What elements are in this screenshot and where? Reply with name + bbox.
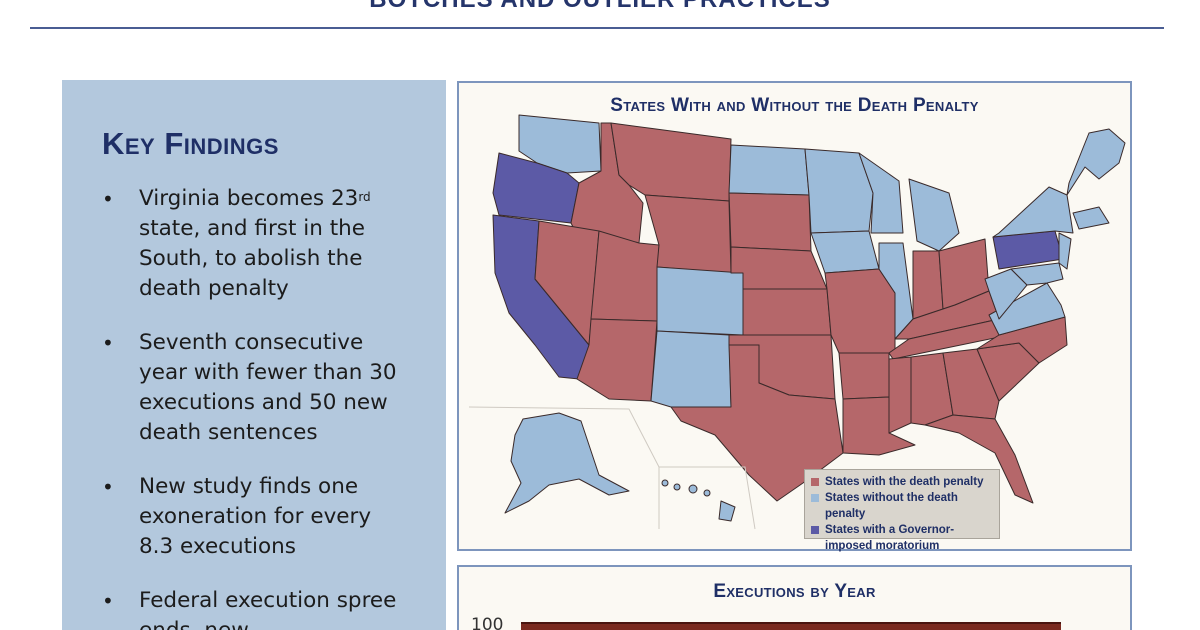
legend-label: States with the death penalty	[825, 476, 984, 488]
section-title: BOTCHES AND OUTLIER PRACTICES	[0, 0, 1200, 14]
bullet-icon: •	[102, 589, 114, 613]
state-virginia	[988, 282, 1066, 336]
key-findings-heading: Key Findings	[102, 126, 279, 161]
legend-swatch	[811, 526, 819, 534]
legend-item: States with the death penalty	[811, 474, 993, 490]
us-map	[468, 114, 1126, 530]
key-findings-panel: Key Findings • Virginia becomes 23rd sta…	[62, 80, 446, 630]
map-legend: States with the death penalty States wit…	[804, 469, 1000, 552]
finding-text: Virginia becomes 23	[139, 186, 359, 211]
y-tick-label: 100	[471, 615, 504, 630]
state-new-england	[1066, 128, 1126, 196]
state-texas	[670, 344, 844, 502]
state-florida	[924, 414, 1034, 504]
bullet-icon: •	[102, 475, 114, 499]
bullet-icon: •	[102, 187, 114, 211]
finding-text: New study finds one exoneration for ever…	[139, 474, 372, 559]
state-georgia	[942, 348, 1000, 420]
state-new-jersey	[1058, 232, 1072, 270]
finding-item: • New study finds one exoneration for ev…	[102, 472, 402, 562]
state-wyoming	[644, 194, 732, 274]
legend-item: States without the death penalty	[811, 490, 993, 522]
state-indiana	[912, 250, 944, 320]
death-penalty-map: States With and Without the Death Penalt…	[457, 81, 1132, 552]
state-utah	[590, 230, 660, 322]
state-hawaii-3	[688, 484, 698, 494]
state-south-dakota	[728, 192, 812, 252]
state-colorado	[656, 266, 744, 336]
state-new-york	[992, 186, 1074, 238]
finding-superscript: rd	[358, 190, 371, 204]
hawaii-inset-border	[659, 466, 756, 530]
state-arkansas	[838, 352, 890, 400]
state-pennsylvania	[992, 230, 1064, 270]
legend-label: States without the death penalty	[825, 492, 958, 520]
state-hawaii-big	[718, 500, 736, 522]
state-hawaii-4	[703, 489, 711, 497]
executions-chart: Executions by Year 100	[457, 565, 1132, 630]
state-hawaii-1	[661, 479, 669, 487]
state-alaska	[504, 412, 630, 514]
state-west-virginia	[984, 268, 1028, 320]
state-north-dakota	[728, 144, 810, 196]
state-nebraska	[730, 246, 828, 290]
state-wisconsin	[858, 152, 904, 234]
finding-item: • Virginia becomes 23rd state, and first…	[102, 184, 402, 304]
state-maryland	[1010, 262, 1064, 286]
state-michigan	[908, 178, 960, 252]
legend-item: States with a Governor-imposed moratoriu…	[811, 522, 993, 554]
legend-label: States with a Governor-imposed moratoriu…	[825, 524, 955, 552]
finding-text-cont: state, and first in the South, to abolis…	[139, 216, 365, 301]
state-iowa	[810, 230, 880, 274]
chart-bar	[521, 622, 1061, 630]
finding-text: Federal execution spree ends, new	[139, 588, 397, 630]
legend-swatch	[811, 478, 819, 486]
finding-item: • Federal execution spree ends, new	[102, 586, 402, 630]
alaska-inset-border	[468, 406, 660, 529]
state-missouri	[824, 268, 896, 354]
state-connecticut-ma	[1072, 206, 1110, 230]
state-kansas	[742, 288, 832, 336]
state-hawaii-2	[673, 483, 681, 491]
map-title: States With and Without the Death Penalt…	[610, 95, 979, 116]
state-mississippi	[888, 356, 912, 434]
title-divider	[30, 27, 1164, 29]
bullet-icon: •	[102, 331, 114, 355]
state-new-mexico	[650, 330, 732, 408]
finding-item: • Seventh consecutive year with fewer th…	[102, 328, 402, 448]
finding-text: Seventh consecutive year with fewer than…	[139, 330, 397, 445]
legend-swatch	[811, 494, 819, 502]
executions-chart-title: Executions by Year	[713, 581, 876, 602]
